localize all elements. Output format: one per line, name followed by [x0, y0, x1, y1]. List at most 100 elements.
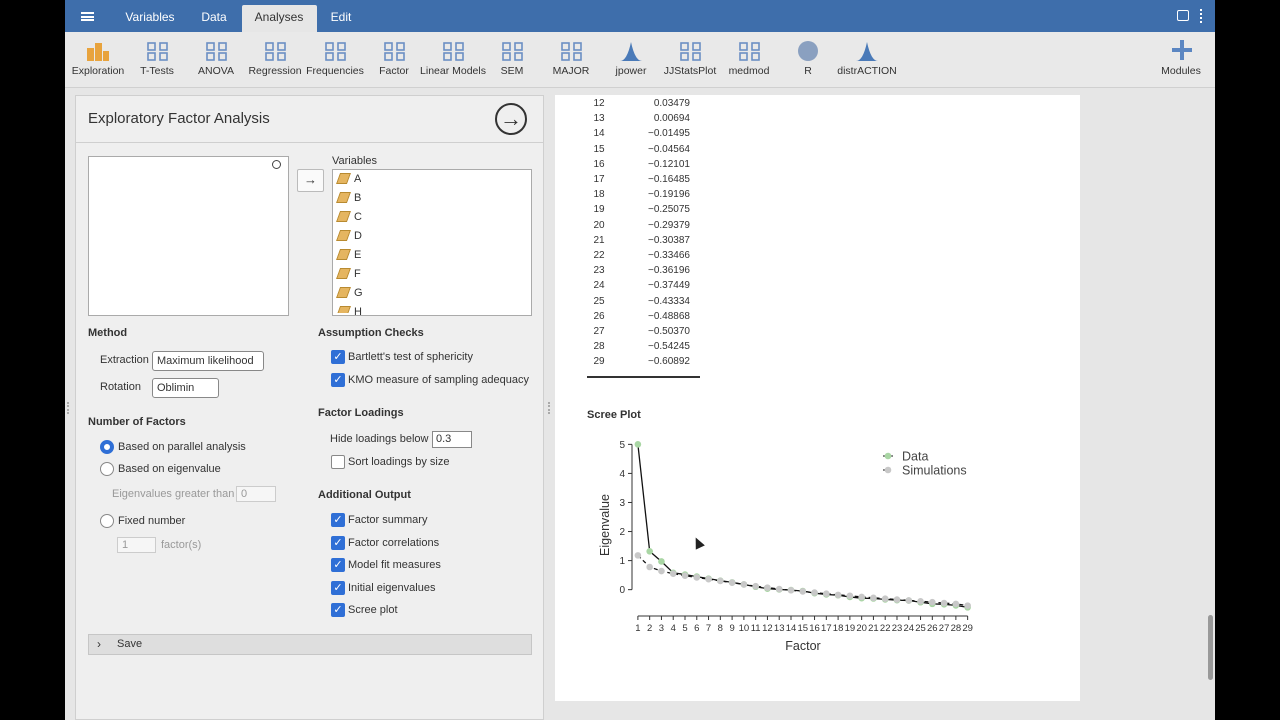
table-cell: −0.01495	[648, 128, 690, 140]
x-tick-label: 10	[739, 623, 750, 634]
module-icon[interactable]	[619, 40, 643, 62]
window-icon[interactable]	[1177, 10, 1189, 21]
module-label[interactable]: Regression	[248, 65, 302, 77]
point	[881, 595, 889, 602]
table-cell: −0.29379	[648, 219, 690, 231]
x-tick-label: 24	[903, 623, 914, 634]
module-label[interactable]: Linear Models	[420, 65, 486, 77]
y-tick-label: 5	[619, 440, 625, 451]
x-tick-label: 3	[659, 623, 664, 634]
variable-name[interactable]: A	[354, 173, 362, 185]
module-icon[interactable]	[263, 40, 287, 62]
icon-shape	[455, 42, 464, 51]
x-tick-label: 28	[951, 623, 962, 634]
module-label[interactable]: Factor	[379, 65, 409, 77]
variable-name[interactable]: E	[354, 249, 362, 261]
checkbox[interactable]: ✓	[331, 558, 345, 572]
module-label[interactable]: T-Tests	[140, 65, 174, 77]
panel-close[interactable]: →	[495, 103, 527, 135]
module-icon[interactable]	[500, 40, 524, 62]
module-icon[interactable]	[86, 40, 110, 62]
table-cell: 27	[593, 326, 605, 337]
icon-shape	[692, 42, 701, 51]
module-icon[interactable]	[323, 40, 347, 62]
icon-shape	[265, 52, 274, 61]
module-icon[interactable]	[796, 40, 820, 62]
checkbox[interactable]: ✓	[331, 373, 345, 387]
point	[646, 563, 653, 571]
save-bar[interactable]	[88, 634, 532, 655]
radio[interactable]	[100, 440, 114, 454]
checkbox[interactable]	[331, 455, 345, 469]
variable-name[interactable]: B	[354, 192, 362, 204]
variable-name[interactable]: C	[354, 211, 362, 223]
table-cell: 28	[593, 341, 605, 353]
module-icon[interactable]	[204, 40, 228, 62]
y-tick-label: 3	[619, 498, 625, 509]
icon-shape	[514, 52, 523, 61]
menu-dots[interactable]	[1200, 9, 1204, 23]
radio[interactable]	[100, 514, 114, 528]
section-heading: Factor Loadings	[318, 407, 404, 419]
variable-name[interactable]: H	[354, 306, 362, 315]
module-icon[interactable]	[145, 40, 169, 62]
variable-list[interactable]	[332, 169, 532, 316]
module-label[interactable]: distrACTION	[837, 65, 897, 77]
table-cell: 24	[593, 280, 605, 292]
module-label[interactable]: medmod	[728, 65, 770, 77]
module-label[interactable]: Exploration	[71, 65, 125, 77]
icon-shape	[384, 52, 393, 61]
module-icon[interactable]	[559, 40, 583, 62]
module-label[interactable]: R	[804, 65, 812, 77]
menu-tab[interactable]: Variables	[125, 10, 175, 24]
text-input[interactable]: 1	[117, 537, 156, 553]
splitter	[67, 402, 69, 414]
module-label[interactable]: ANOVA	[198, 65, 234, 77]
modules-icon[interactable]	[1172, 40, 1192, 60]
source-list[interactable]	[88, 156, 289, 316]
menu-tab[interactable]: Analyses	[254, 10, 304, 24]
module-label[interactable]: Modules	[1161, 65, 1201, 77]
checkbox[interactable]: ✓	[331, 513, 345, 527]
checkbox[interactable]: ✓	[331, 350, 345, 364]
checkbox[interactable]: ✓	[331, 580, 345, 595]
module-icon[interactable]	[678, 40, 702, 62]
text-input[interactable]: 0.3	[432, 431, 472, 448]
module-icon[interactable]	[855, 40, 879, 62]
x-tick-label: 21	[868, 623, 879, 634]
icon-shape	[620, 42, 642, 61]
radio[interactable]	[100, 462, 114, 476]
select[interactable]: Oblimin	[152, 378, 219, 398]
module-icon[interactable]	[441, 40, 465, 62]
icon-shape	[277, 52, 286, 61]
module-label[interactable]: MAJOR	[552, 65, 590, 77]
x-tick-label: 27	[939, 623, 950, 634]
search-icon	[272, 160, 281, 169]
module-icon[interactable]	[382, 40, 406, 62]
toolbar	[65, 32, 1215, 88]
icon-shape	[443, 52, 452, 61]
save-label[interactable]: Save	[117, 638, 143, 650]
field-label: Eigenvalues greater than	[112, 488, 235, 500]
variable-name[interactable]: D	[354, 230, 362, 242]
series-line	[637, 554, 968, 607]
select[interactable]: Maximum likelihood	[152, 351, 264, 371]
module-label[interactable]: jpower	[615, 65, 647, 77]
move-button[interactable]: →	[297, 169, 324, 192]
module-label[interactable]: Frequencies	[306, 65, 364, 77]
checkbox[interactable]: ✓	[331, 535, 345, 550]
x-tick-label: 5	[682, 623, 687, 634]
text-input[interactable]: 0	[236, 486, 276, 502]
legend-marker	[884, 466, 892, 474]
menu-tab[interactable]: Edit	[330, 10, 352, 24]
menu-tab[interactable]: Data	[201, 10, 227, 24]
module-label[interactable]: JJStatsPlot	[663, 65, 717, 77]
module-label[interactable]: SEM	[500, 65, 524, 77]
module-icon[interactable]	[737, 40, 761, 62]
section-heading: Assumption Checks	[318, 327, 424, 339]
variable-name[interactable]: G	[354, 287, 363, 299]
variable-name[interactable]: F	[354, 268, 361, 280]
checkbox[interactable]: ✓	[331, 603, 345, 617]
hamburger[interactable]	[81, 12, 94, 21]
